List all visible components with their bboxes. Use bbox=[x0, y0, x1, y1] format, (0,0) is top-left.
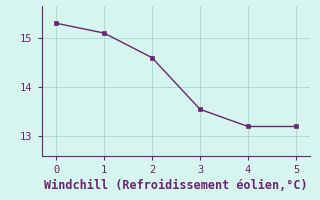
X-axis label: Windchill (Refroidissement éolien,°C): Windchill (Refroidissement éolien,°C) bbox=[44, 179, 308, 192]
